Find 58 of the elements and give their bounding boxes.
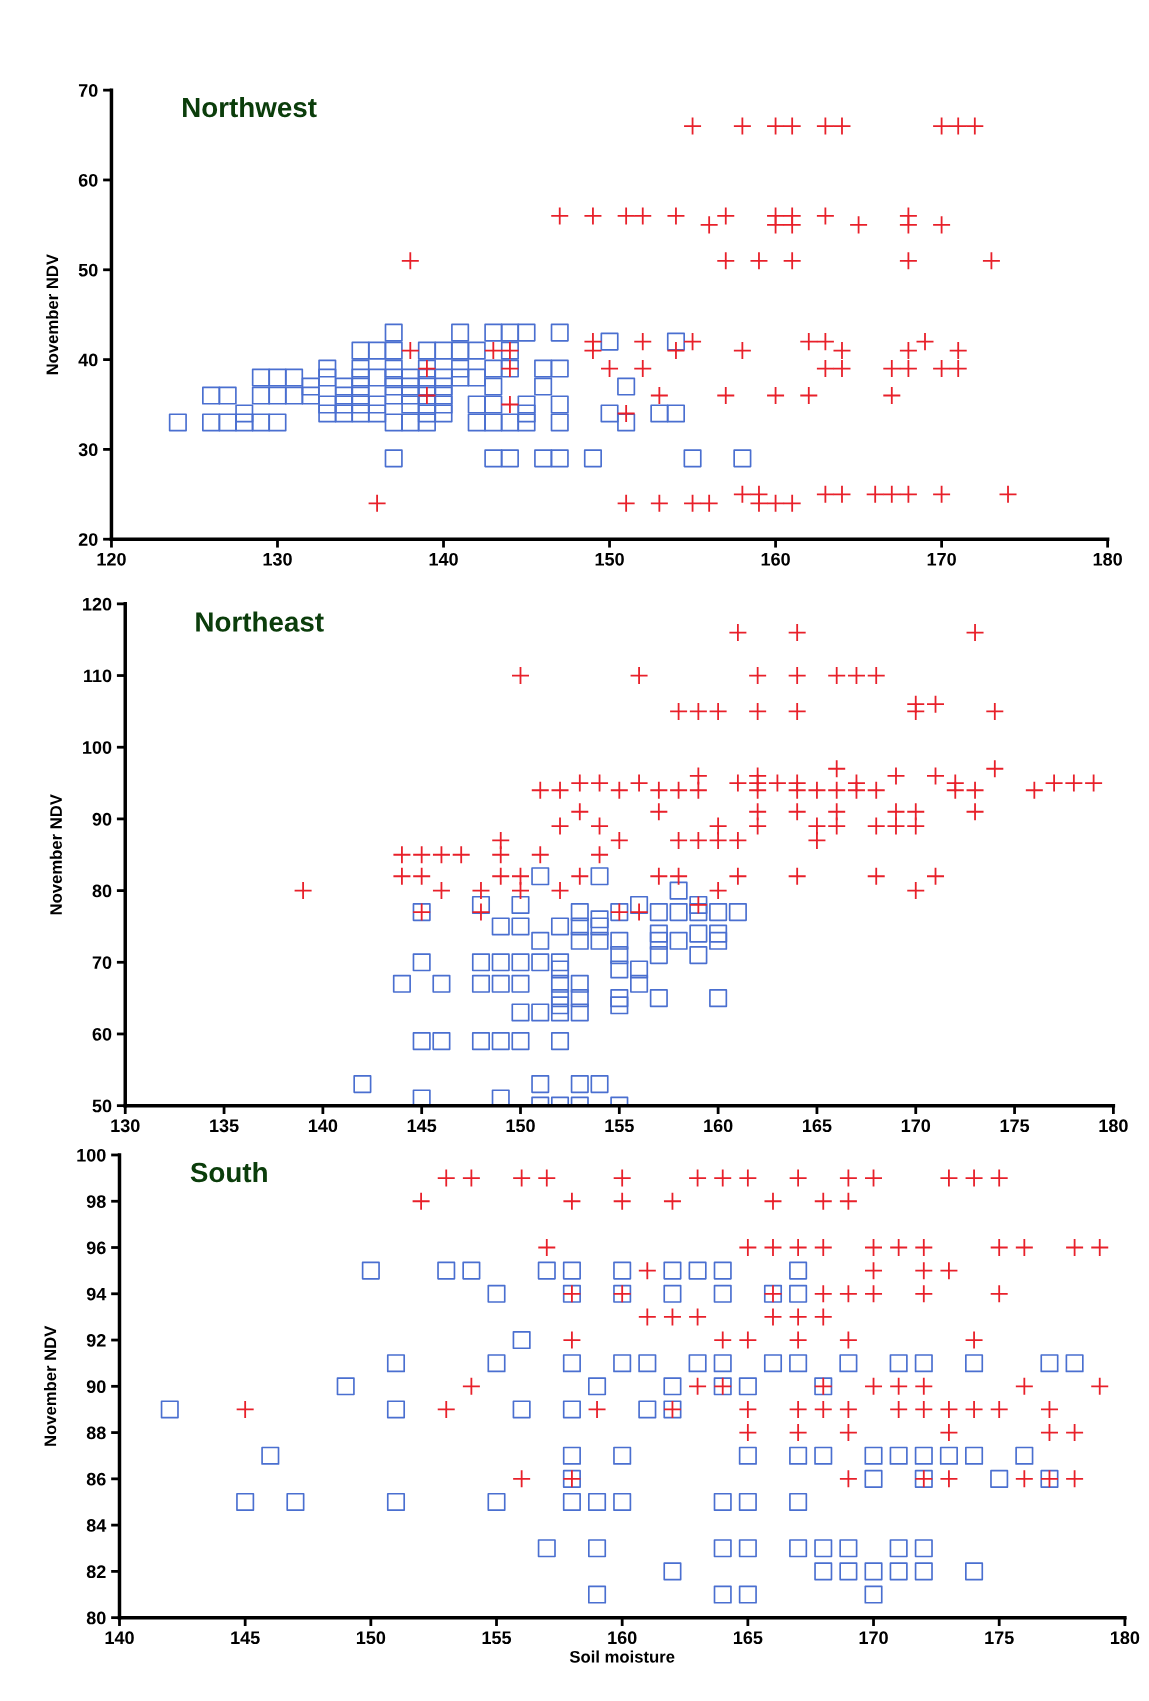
x-tick-label: 180 <box>1110 1631 1140 1645</box>
y-tick-label: 80 <box>92 884 112 898</box>
y-axis-title: November NDV <box>45 254 59 375</box>
x-tick-label: 145 <box>231 1631 260 1645</box>
y-tick-label: 120 <box>83 597 112 611</box>
y-tick-label: 50 <box>92 1099 112 1113</box>
chart-title: Northwest <box>183 96 317 118</box>
chart-title: South <box>190 1161 267 1183</box>
y-tick-label: 90 <box>86 1380 106 1394</box>
y-tick-label: 98 <box>86 1195 106 1208</box>
x-tick-label: 155 <box>605 1119 634 1133</box>
y-tick-label: 92 <box>86 1333 106 1347</box>
x-tick-label: 140 <box>105 1631 134 1645</box>
y-tick-label: 88 <box>86 1426 106 1440</box>
x-tick-label: 140 <box>308 1119 338 1133</box>
x-tick-label: 165 <box>733 1631 763 1645</box>
x-tick-label: 160 <box>704 1119 733 1133</box>
x-tick-label: 155 <box>482 1631 512 1645</box>
x-tick-label: 160 <box>608 1631 637 1645</box>
x-tick-label: 150 <box>506 1119 535 1133</box>
x-tick-label: 180 <box>1093 552 1122 566</box>
x-tick-label: 170 <box>901 1119 931 1133</box>
x-tick-label: 150 <box>595 552 624 566</box>
y-tick-label: 110 <box>84 669 112 683</box>
x-tick-label: 175 <box>1000 1119 1030 1133</box>
y-axis-title: November NDV <box>49 794 62 915</box>
x-tick-label: 130 <box>111 1119 140 1133</box>
x-tick-label: 150 <box>356 1631 386 1645</box>
y-tick-label: 100 <box>83 741 112 754</box>
y-tick-label: 30 <box>78 443 98 457</box>
y-tick-label: 70 <box>92 956 112 969</box>
y-tick-label: 60 <box>78 173 98 187</box>
y-tick-label: 70 <box>78 84 98 97</box>
x-tick-label: 160 <box>761 552 790 566</box>
x-tick-label: 135 <box>210 1119 239 1133</box>
y-tick-label: 82 <box>86 1565 106 1579</box>
x-tick-label: 170 <box>859 1631 888 1645</box>
y-tick-label: 90 <box>92 812 112 826</box>
x-tick-label: 130 <box>263 552 292 566</box>
x-axis-title: Soil moisture <box>569 1650 675 1663</box>
chart-title: Northeast <box>196 611 324 632</box>
x-tick-label: 175 <box>985 1631 1014 1645</box>
y-tick-label: 86 <box>86 1472 106 1486</box>
y-tick-label: 94 <box>86 1287 107 1301</box>
x-tick-label: 180 <box>1099 1119 1128 1133</box>
y-axis-title: November NDV <box>43 1325 57 1446</box>
y-tick-label: 84 <box>86 1519 107 1532</box>
x-tick-label: 165 <box>803 1119 832 1133</box>
y-tick-label: 80 <box>86 1611 106 1625</box>
y-tick-label: 50 <box>78 263 98 277</box>
x-tick-label: 170 <box>927 552 956 566</box>
x-tick-label: 145 <box>407 1119 437 1133</box>
y-tick-label: 60 <box>92 1027 112 1041</box>
y-tick-label: 40 <box>78 353 98 367</box>
x-tick-label: 140 <box>429 552 458 566</box>
y-tick-label: 100 <box>77 1148 106 1162</box>
y-tick-label: 96 <box>86 1241 106 1255</box>
y-tick-label: 20 <box>78 533 98 546</box>
